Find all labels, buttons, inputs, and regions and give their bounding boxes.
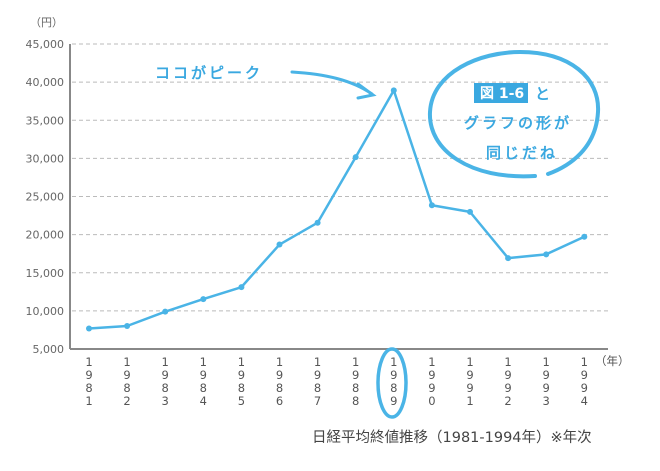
highlight-1989-circle — [376, 347, 408, 419]
data-point-1991 — [467, 208, 473, 215]
data-point-1985 — [238, 284, 245, 291]
x-tick-labels: 1 9 8 1 1 9 8 2 1 9 8 3 1 9 8 4 1 9 8 5 1 9 8 6 1 9 8 7 1 9 8 8 1 9 8 9 1 9 9 0… — [85, 355, 588, 408]
y-tick-label: 25,000 — [26, 191, 65, 204]
data-point-1984 — [200, 296, 207, 303]
data-point-1990 — [428, 202, 435, 209]
y-tick-label: 40,000 — [26, 76, 65, 89]
peak-arrow-icon — [290, 70, 377, 100]
x-unit-label: （年） — [595, 354, 630, 368]
data-point-1981 — [86, 325, 92, 332]
y-tick-label: 5,000 — [33, 343, 65, 356]
figure-badge-text: 図 1-6 — [480, 86, 524, 102]
bubble-text-3: 同じだね — [486, 144, 558, 162]
gridlines — [72, 43, 608, 312]
data-point-1987 — [314, 219, 321, 226]
bubble-text-1: と — [535, 85, 553, 103]
y-unit-label: （円） — [30, 16, 63, 29]
data-point-1994 — [581, 233, 588, 240]
y-tick-label: 30,000 — [26, 152, 65, 165]
data-point-1982 — [124, 323, 131, 330]
data-point-1989 — [390, 87, 397, 94]
y-tick-label: 15,000 — [26, 267, 65, 280]
data-point-1992 — [505, 255, 512, 262]
bubble-text-2: グラフの形が — [464, 114, 572, 132]
y-tick-label: 45,000 — [26, 38, 65, 51]
chart-caption: 日経平均終値推移（1981-1994年）※年次 — [312, 429, 592, 446]
figure-badge — [474, 83, 528, 103]
data-point-1986 — [276, 241, 283, 248]
y-tick-label: 35,000 — [26, 114, 65, 127]
y-tick-labels: 5,000 10,000 15,000 20,000 25,000 30,000 35,00… — [26, 38, 65, 356]
y-tick-label: 10,000 — [26, 305, 65, 318]
series-line — [88, 89, 585, 330]
peak-annotation: ココがピーク — [155, 64, 263, 82]
y-tick-label: 20,000 — [26, 229, 65, 242]
data-point-1988 — [352, 154, 359, 161]
bubble-ellipse — [427, 49, 601, 179]
data-point-1983 — [162, 308, 169, 315]
data-point-1993 — [543, 251, 550, 258]
data-points — [86, 87, 588, 332]
